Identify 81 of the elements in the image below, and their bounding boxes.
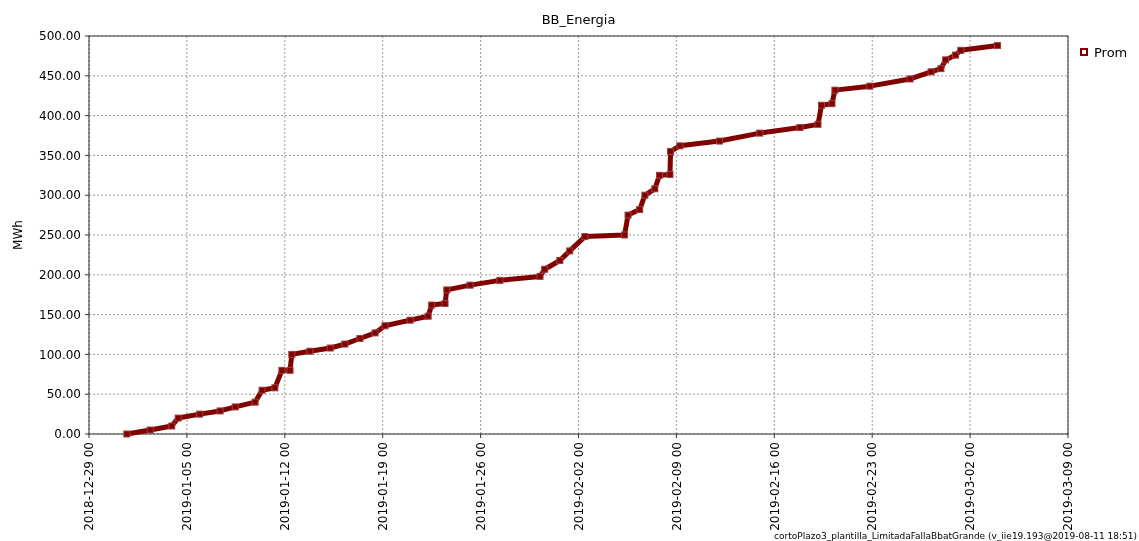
y-tick-label: 0.00	[54, 427, 81, 442]
x-tick-label: 2019-02-09 00	[669, 442, 684, 531]
point	[288, 350, 296, 358]
x-tick-label: 2019-01-12 00	[278, 442, 292, 531]
chart-title: BB_Energia	[541, 12, 616, 27]
point	[306, 347, 314, 355]
point	[621, 231, 629, 239]
point	[636, 206, 644, 214]
point	[957, 46, 965, 54]
point	[906, 75, 914, 83]
point	[123, 430, 131, 438]
y-tick-label: 200.00	[39, 268, 81, 282]
point	[496, 276, 504, 284]
point	[828, 100, 836, 108]
point	[556, 256, 564, 264]
x-tick-label: 2019-02-02 00	[571, 442, 586, 531]
point	[641, 191, 649, 199]
point	[251, 398, 259, 406]
point	[676, 142, 684, 150]
y-tick-label: 150.00	[39, 307, 81, 322]
x-tick-label: 2019-02-23 00	[865, 442, 880, 531]
point	[927, 68, 935, 76]
point	[341, 340, 349, 348]
y-axis-title: MWh	[11, 220, 25, 250]
y-tick-label: 450.00	[39, 69, 81, 83]
x-tick-label: 2019-01-26 00	[473, 442, 488, 531]
point	[666, 171, 674, 178]
y-tick-label: 50.00	[46, 387, 81, 402]
point	[866, 82, 874, 90]
point	[814, 120, 822, 128]
point	[716, 137, 724, 145]
point	[952, 51, 960, 59]
point	[168, 422, 176, 430]
point	[937, 65, 945, 73]
point	[536, 272, 544, 280]
point	[271, 384, 279, 392]
point	[146, 426, 154, 434]
point	[286, 366, 294, 374]
point	[371, 329, 379, 337]
point	[381, 322, 389, 330]
x-tick-label: 2019-01-05 00	[180, 442, 195, 531]
x-tick-label: 2019-03-09 00	[1061, 442, 1076, 531]
x-tick-label: 2018-12-29 00	[82, 442, 97, 531]
point	[756, 129, 764, 137]
point	[656, 171, 663, 179]
point	[581, 233, 589, 241]
point	[942, 56, 950, 64]
point	[466, 281, 474, 289]
point	[443, 286, 451, 294]
x-tick-label: 2019-03-02 00	[963, 442, 978, 531]
point	[356, 334, 364, 342]
point	[441, 299, 449, 307]
x-tick-label: 2019-02-16 00	[767, 442, 782, 531]
y-tick-label: 250.00	[39, 228, 81, 243]
point	[278, 366, 286, 374]
y-tick-label: 500.00	[39, 29, 81, 44]
point	[424, 312, 432, 320]
point	[651, 185, 659, 193]
point	[566, 247, 574, 255]
point	[818, 101, 825, 109]
point	[326, 344, 334, 352]
point	[231, 403, 239, 411]
point	[174, 414, 182, 422]
point	[831, 86, 839, 94]
point	[216, 407, 224, 415]
point	[624, 211, 632, 219]
point	[196, 410, 204, 418]
text: cortoPlazo3_plantilla_LimitadaFallaBbatGrande (v_iie19.193@2019-08-11 18:51)	[774, 531, 1137, 541]
point	[667, 147, 675, 155]
point	[258, 386, 266, 394]
y-tick-label: 350.00	[39, 148, 81, 163]
point	[796, 124, 804, 132]
y-tick-label: 100.00	[39, 347, 81, 362]
legend-label: Prom	[1094, 44, 1128, 60]
point	[428, 301, 436, 309]
y-tick-label: 400.00	[39, 108, 81, 123]
point	[541, 265, 549, 273]
point	[993, 42, 1001, 50]
x-tick-label: 2019-01-19 00	[375, 442, 390, 531]
point	[406, 316, 414, 324]
y-tick-label: 300.00	[39, 188, 81, 203]
